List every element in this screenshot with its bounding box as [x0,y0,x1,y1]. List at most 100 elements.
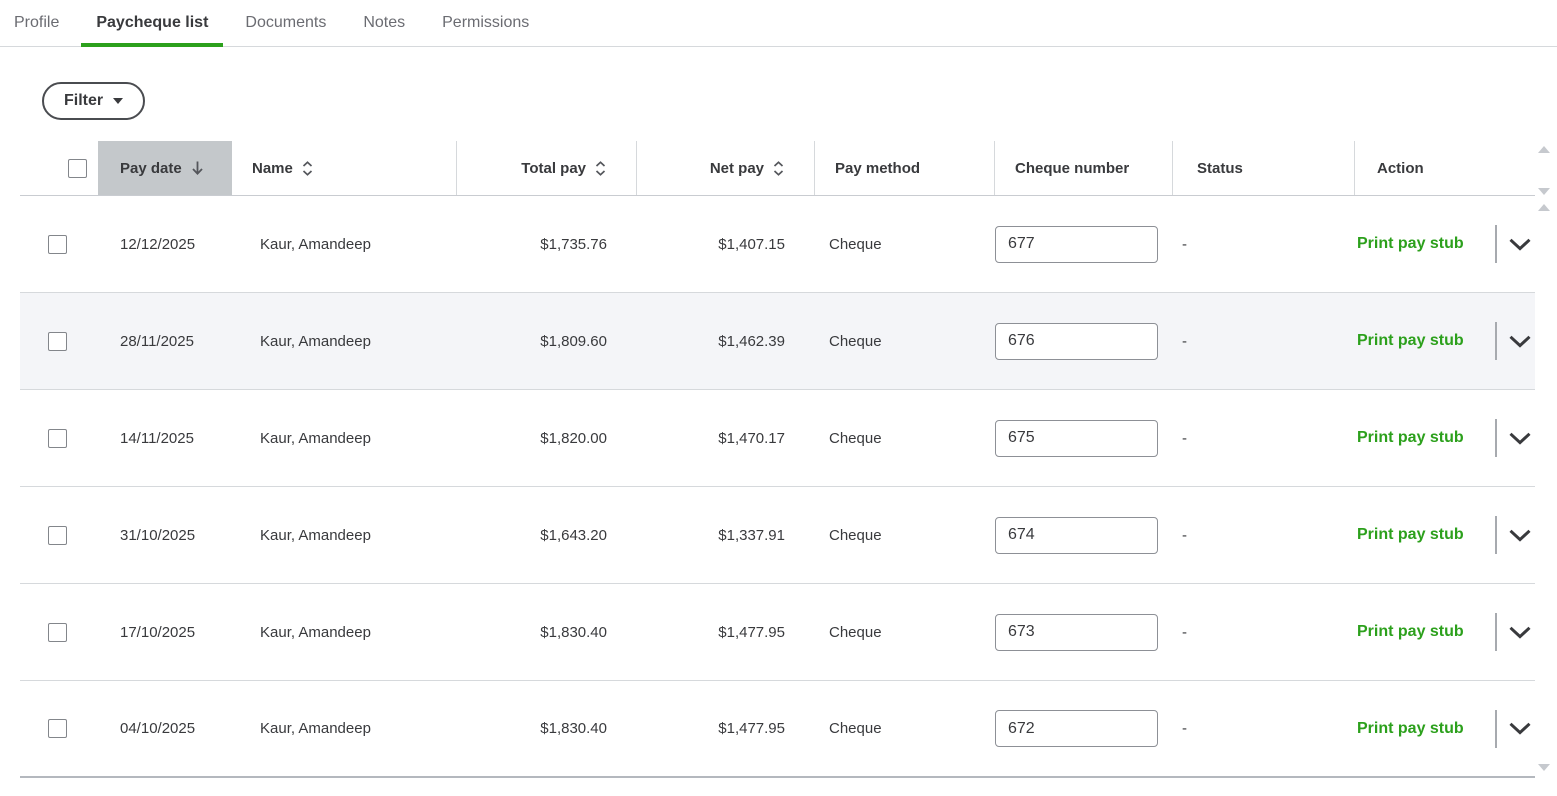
pay-date-cell: 17/10/2025 [120,623,196,641]
column-header-status: Status [1173,141,1355,195]
sort-toggle-icon [773,160,784,176]
total-pay-cell: $1,830.40 [540,720,607,737]
filter-area: Filter [42,82,1557,120]
pay-date-cell: 04/10/2025 [120,720,196,737]
print-pay-stub-link[interactable]: Print pay stub [1357,429,1464,446]
row-checkbox-cell [20,719,98,738]
cheque-number-input[interactable] [995,710,1158,747]
tab-documents[interactable]: Documents [245,14,327,31]
column-label-name: Name [252,159,293,177]
status-cell: - [1182,332,1187,350]
row-checkbox[interactable] [48,331,67,351]
table-row: 14/11/2025 Kaur, Amandeep $1,820.00 $1,4… [20,390,1535,487]
caret-down-icon [113,98,124,104]
action-separator [1495,322,1497,360]
row-checkbox[interactable] [48,234,67,254]
column-header-name[interactable]: Name [232,141,457,195]
cheque-number-cell [995,710,1173,747]
total-pay-cell: $1,830.40 [540,623,607,641]
table-header-row: Pay date Name Total pay Net pay [20,141,1535,196]
status-cell: - [1182,429,1187,447]
name-cell: Kaur, Amandeep [260,623,371,641]
select-all-checkbox[interactable] [68,158,87,178]
row-checkbox[interactable] [48,525,67,545]
column-header-pay-method: Pay method [815,141,995,195]
status-cell: - [1182,235,1187,253]
column-label-action: Action [1377,159,1424,177]
row-checkbox[interactable] [48,719,67,738]
column-header-total-pay[interactable]: Total pay [457,141,637,195]
cheque-number-input[interactable] [995,322,1158,360]
row-checkbox-cell [20,428,98,448]
tab-notes[interactable]: Notes [363,14,406,31]
sort-toggle-icon [595,160,606,176]
cheque-number-input[interactable] [995,225,1158,263]
sort-toggle-icon [302,160,312,176]
print-pay-stub-link[interactable]: Print pay stub [1357,332,1464,349]
tab-profile[interactable]: Profile [14,14,60,31]
net-pay-cell: $1,407.15 [718,235,785,253]
pay-date-cell: 12/12/2025 [120,235,196,253]
column-label-net-pay: Net pay [709,159,764,177]
cheque-number-input[interactable] [995,613,1158,651]
column-label-cheque-number: Cheque number [1015,159,1130,177]
name-cell: Kaur, Amandeep [260,526,371,544]
total-pay-cell: $1,820.00 [540,429,607,447]
cheque-number-input[interactable] [995,419,1158,457]
pay-method-cell: Cheque [829,429,882,447]
print-pay-stub-link[interactable]: Print pay stub [1357,719,1464,737]
table-row: 04/10/2025 Kaur, Amandeep $1,830.40 $1,4… [20,681,1535,778]
row-checkbox-cell [20,331,98,351]
pay-date-cell: 14/11/2025 [120,429,194,447]
scroll-up-icon[interactable] [1538,204,1550,211]
table-row: 31/10/2025 Kaur, Amandeep $1,643.20 $1,3… [20,487,1535,584]
row-checkbox-cell [20,525,98,545]
chevron-down-icon[interactable] [1508,238,1532,251]
chevron-down-icon[interactable] [1508,722,1532,735]
chevron-down-icon[interactable] [1508,626,1532,639]
scroll-up-icon[interactable] [1538,146,1550,153]
chevron-down-icon[interactable] [1508,529,1532,542]
row-checkbox-cell [20,622,98,642]
filter-button-label: Filter [64,92,104,109]
row-checkbox[interactable] [48,428,67,448]
column-label-pay-date: Pay date [120,159,182,177]
pay-date-cell: 28/11/2025 [120,332,194,350]
tab-bar: Profile Paycheque list Documents Notes P… [0,0,1557,47]
print-pay-stub-link[interactable]: Print pay stub [1357,235,1464,252]
chevron-down-icon[interactable] [1508,432,1532,445]
table-row: 28/11/2025 Kaur, Amandeep $1,809.60 $1,4… [20,293,1535,390]
action-cell: Print pay stub [1355,322,1535,360]
scroll-down-icon[interactable] [1538,188,1550,195]
column-header-cheque-number: Cheque number [995,141,1173,195]
scroll-down-icon[interactable] [1538,764,1550,771]
chevron-down-icon[interactable] [1508,335,1532,348]
action-cell: Print pay stub [1355,709,1535,748]
row-checkbox[interactable] [48,622,67,642]
select-all-cell [20,141,98,195]
column-label-pay-method: Pay method [835,159,921,177]
paycheque-table: Pay date Name Total pay Net pay [20,141,1535,778]
print-pay-stub-link[interactable]: Print pay stub [1357,526,1464,543]
column-header-net-pay[interactable]: Net pay [637,141,815,195]
pay-method-cell: Cheque [829,235,882,253]
tab-paycheque-list[interactable]: Paycheque list [81,0,224,47]
total-pay-cell: $1,735.76 [540,235,607,253]
action-separator [1495,225,1497,263]
pay-method-cell: Cheque [829,720,882,737]
net-pay-cell: $1,477.95 [718,623,785,641]
filter-button[interactable]: Filter [42,82,146,120]
cheque-number-cell [995,322,1173,360]
table-row: 12/12/2025 Kaur, Amandeep $1,735.76 $1,4… [20,196,1535,293]
status-cell: - [1182,526,1187,544]
cheque-number-cell [995,613,1173,651]
cheque-number-input[interactable] [995,516,1158,554]
pay-method-cell: Cheque [829,332,882,350]
column-header-action: Action [1355,141,1535,195]
print-pay-stub-link[interactable]: Print pay stub [1357,623,1464,640]
cheque-number-cell [995,516,1173,554]
net-pay-cell: $1,477.95 [718,720,785,737]
column-header-pay-date[interactable]: Pay date [98,141,232,195]
tab-permissions[interactable]: Permissions [442,14,530,31]
net-pay-cell: $1,462.39 [718,332,785,350]
